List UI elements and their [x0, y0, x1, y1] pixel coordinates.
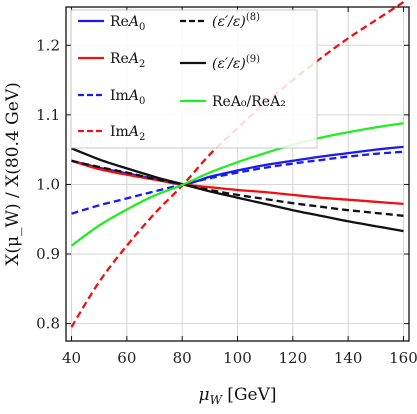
- legend-label-(ε'/ε)(8): (ε′/ε)(8): [212, 12, 260, 30]
- legend-label-ImA0: ImA0: [110, 88, 145, 107]
- series-line-(ε'/ε)(8): [71, 159, 404, 217]
- series-lines: [70, 1, 405, 328]
- y-tick-label: 1.0: [36, 175, 60, 193]
- y-tick-label: 1.2: [36, 36, 60, 54]
- y-tick-label: 0.9: [36, 245, 60, 263]
- legend-label-ReA0: ReA0: [110, 14, 145, 33]
- axis-ticks: 40 60 80 100 120 140 160 0.8 0.9 1.0 1.1 1.2: [36, 7, 417, 367]
- y-tick-label: 0.8: [36, 315, 60, 333]
- x-tick-label: 140: [334, 349, 363, 367]
- series-line-ReA2: [71, 159, 404, 206]
- x-tick-label: 120: [279, 349, 308, 367]
- legend-label-ImA2: ImA2: [110, 124, 145, 143]
- x-tick-label: 80: [173, 349, 192, 367]
- x-axis-label: μW [GeV]: [199, 385, 277, 407]
- legend-label-ReA2: ReA2: [110, 51, 145, 70]
- series-line-ImA0: [71, 150, 404, 215]
- y-axis-label: X(μ_W) / X(80.4 GeV): [3, 82, 23, 265]
- x-tick-label: 40: [62, 349, 81, 367]
- legend-box: [70, 9, 318, 149]
- legend-label-(ε'/ε)(9): (ε′/ε)(9): [212, 54, 260, 72]
- legend-label-ReA0/ReA2: ReA₀/ReA₂: [212, 94, 286, 110]
- series-line-ReA0/ReA2: [70, 122, 404, 247]
- x-tick-label: 60: [117, 349, 136, 367]
- y-tick-label: 1.1: [36, 106, 60, 124]
- x-tick-label: 100: [223, 349, 252, 367]
- legend: ReA0 ReA2 ImA0 ImA2 (ε′/ε)(8) (ε′/ε)(9) ReA₀/R…: [70, 9, 318, 149]
- series-line-(ε'/ε)(9): [71, 147, 404, 233]
- x-tick-label: 160: [389, 349, 417, 367]
- series-line-ImA2: [70, 1, 405, 328]
